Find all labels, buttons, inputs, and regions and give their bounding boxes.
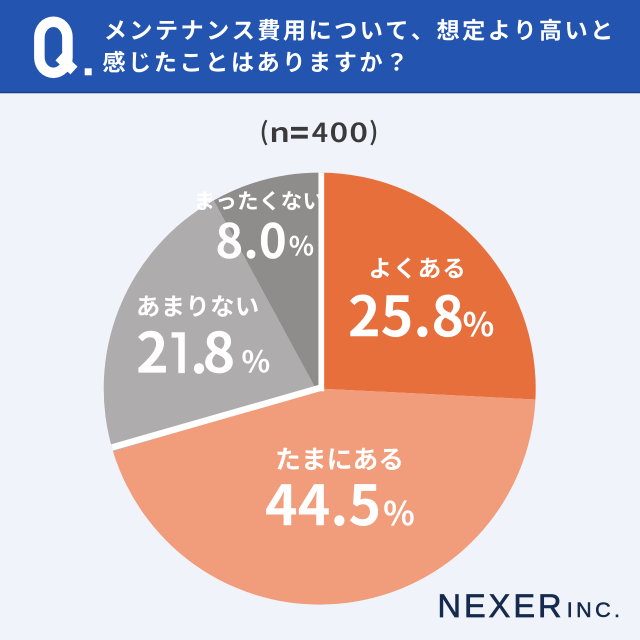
svg-text:INC.: INC. <box>567 598 624 622</box>
svg-text:NEXER: NEXER <box>438 588 565 624</box>
